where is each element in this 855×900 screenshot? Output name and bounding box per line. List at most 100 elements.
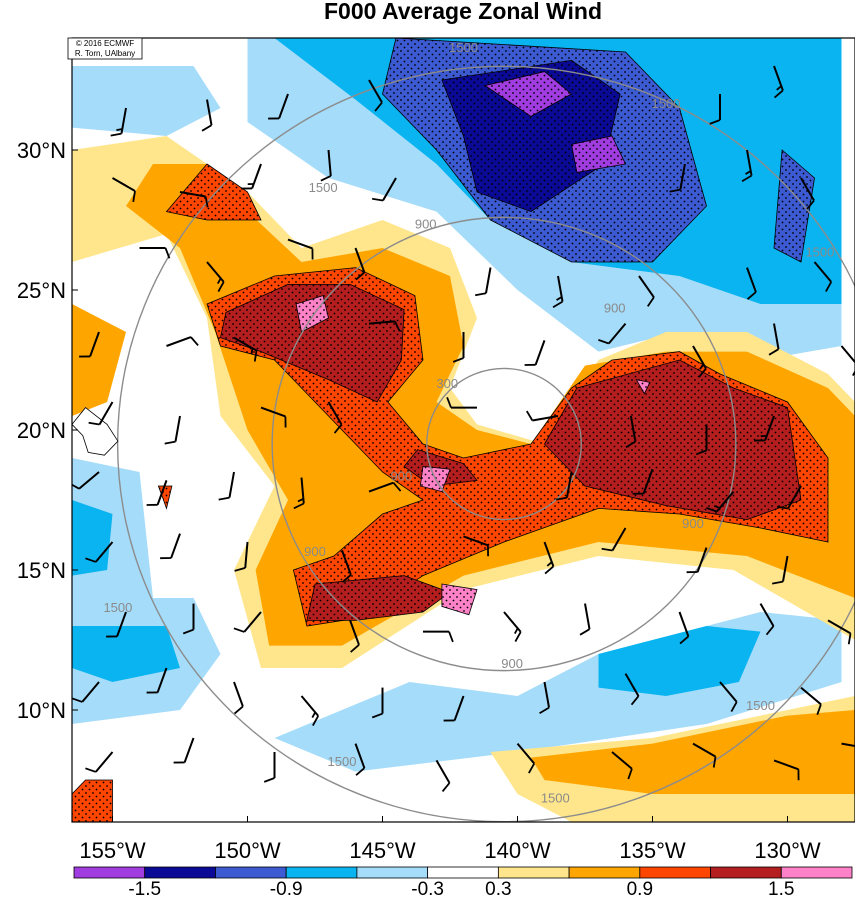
y-axis: 30°N 25°N 20°N 15°N 10°N — [17, 138, 78, 723]
stippled-region — [544, 359, 802, 521]
wind-barb — [773, 65, 784, 99]
shaded-region — [72, 304, 126, 416]
wind-barb — [539, 681, 550, 715]
wind-barb — [632, 468, 654, 495]
shaded-region — [598, 626, 761, 696]
wind-barb — [446, 396, 477, 409]
stippled-region — [72, 779, 113, 822]
wind-barb — [423, 630, 454, 643]
credit-line-1: © 2016 ECMWF — [76, 39, 134, 48]
wind-barb — [598, 322, 627, 345]
wind-barb — [173, 737, 195, 764]
colorbar-swatch — [427, 866, 499, 879]
stippled-region — [165, 163, 262, 221]
colorbar: -1.5 -0.9 -0.3 0.3 0.9 1.5 — [73, 866, 853, 900]
wind-barb — [813, 261, 832, 292]
x-tick-label: 140°W — [484, 838, 551, 863]
wind-barb — [601, 527, 627, 552]
wind-barb — [300, 695, 319, 726]
wind-barb — [452, 332, 465, 363]
wind-barb — [233, 611, 262, 633]
wind-barbs — [72, 65, 855, 793]
wind-barb — [85, 751, 114, 773]
wind-barb — [233, 681, 244, 715]
wind-barb — [182, 603, 195, 635]
wind-barb — [72, 681, 100, 703]
colorbar-swatch — [356, 866, 429, 879]
colorbar-label: -0.9 — [270, 879, 303, 900]
wind-barb — [354, 743, 366, 776]
chart-title: F000 Average Zonal Wind — [324, 0, 602, 24]
y-tick-label: 30°N — [17, 138, 66, 163]
range-ring-label: 1500 — [746, 698, 775, 713]
wind-barb — [800, 686, 822, 715]
wind-barb — [368, 481, 402, 493]
y-tick-label: 10°N — [17, 698, 66, 723]
wind-barb — [503, 611, 522, 642]
colorbar-swatch — [215, 866, 287, 879]
wind-barb — [800, 177, 815, 210]
credit-frame — [67, 37, 143, 60]
stippled-region — [571, 135, 627, 173]
wind-barb — [678, 611, 690, 645]
wind-barb — [241, 163, 262, 190]
wind-barb — [754, 415, 775, 442]
range-ring — [426, 367, 582, 521]
wind-barb — [611, 751, 633, 780]
coastline — [72, 407, 119, 456]
wind-barb — [840, 345, 855, 376]
wind-barb — [368, 320, 401, 332]
wind-barb — [371, 687, 384, 719]
wind-barb — [218, 471, 235, 501]
colorbar-swatch — [144, 866, 216, 879]
wind-barb — [768, 323, 780, 356]
wind-barb — [72, 471, 100, 490]
range-ring-label: 1500 — [652, 96, 681, 111]
y-tick-label: 25°N — [17, 278, 66, 303]
wind-barb — [260, 406, 287, 428]
wind-barb — [443, 695, 465, 722]
colorbar-swatch — [568, 866, 641, 879]
shaded-region — [72, 66, 221, 136]
stippled-region — [220, 283, 405, 403]
wind-barb — [435, 759, 451, 793]
wind-barb — [543, 541, 555, 575]
wind-barb — [110, 107, 127, 137]
colorbar-label: 0.9 — [627, 879, 653, 900]
colorbar-swatch — [710, 866, 782, 879]
shaded-region — [531, 710, 855, 794]
shaded-regions — [72, 38, 855, 822]
range-ring-label: 300 — [436, 376, 458, 391]
wind-barb — [320, 149, 332, 182]
wind-barb — [179, 191, 209, 208]
wind-barb — [772, 555, 789, 585]
range-ring-label: 1500 — [805, 244, 834, 259]
range-ring-label: 900 — [391, 468, 413, 483]
wind-barb — [112, 177, 136, 203]
colorbar-swatch — [780, 866, 853, 879]
x-tick-label: 135°W — [619, 838, 686, 863]
y-tick-label: 15°N — [17, 558, 66, 583]
colorbar-label: 1.5 — [768, 879, 794, 900]
wind-barb — [293, 477, 305, 510]
wind-barb — [234, 541, 249, 572]
wind-barb — [166, 336, 199, 347]
wind-barb — [759, 603, 775, 636]
range-ring-labels: 300 900 900 900 900 900 900 1500 1500 1500 1500 150… — [103, 40, 834, 805]
range-ring-label: 900 — [415, 216, 437, 231]
shaded-region — [72, 626, 180, 682]
wind-barb — [164, 415, 181, 445]
wind-barb — [263, 752, 276, 783]
wind-barb — [85, 541, 114, 563]
stippled-region — [773, 149, 815, 263]
wind-barb — [719, 681, 738, 712]
plot-area: 300 900 900 900 900 900 900 1500 1500 1500 1500 150… — [71, 37, 855, 823]
wind-barb — [268, 93, 289, 120]
wind-barb — [79, 331, 100, 358]
colorbar-label: -0.3 — [411, 879, 444, 900]
wind-barb — [638, 275, 655, 307]
range-ring-label: 1500 — [103, 600, 132, 615]
wind-barb — [341, 550, 352, 583]
wind-barb — [88, 401, 114, 426]
